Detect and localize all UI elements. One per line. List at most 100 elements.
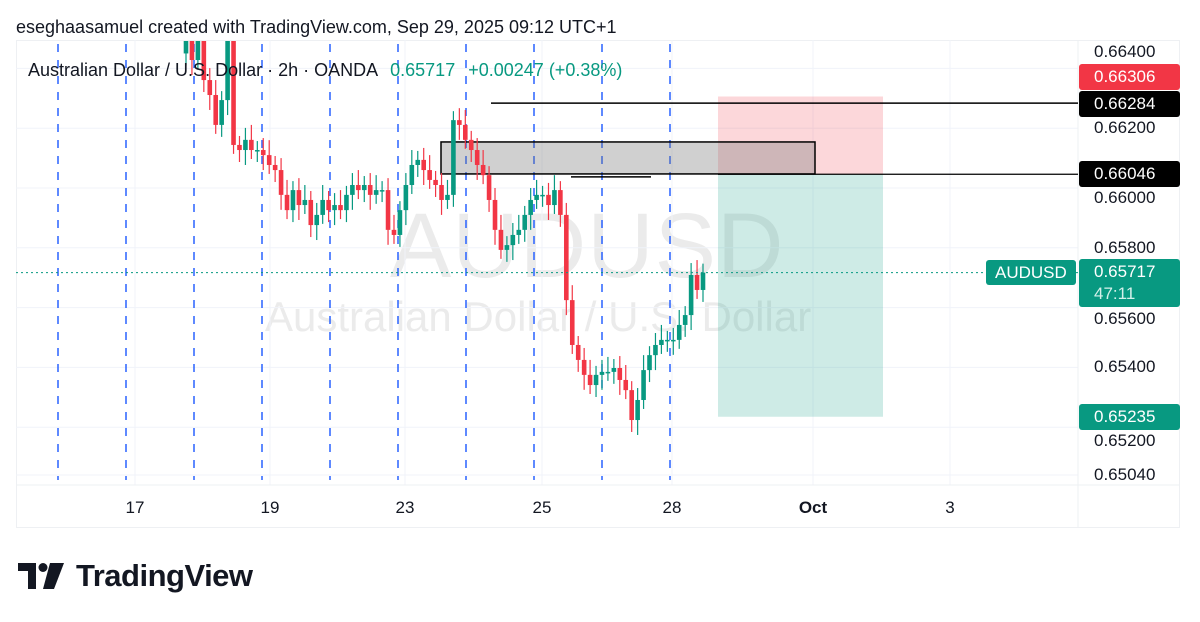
- candle-body: [391, 229, 397, 235]
- candle-body: [480, 164, 486, 176]
- session-breaks: [57, 44, 671, 480]
- candle-body: [605, 371, 611, 374]
- candle: [439, 173, 444, 215]
- candle-body: [599, 371, 605, 375]
- candle: [474, 138, 480, 180]
- candle: [492, 188, 498, 245]
- candle: [534, 179, 539, 209]
- candle: [659, 324, 664, 354]
- candle-body: [653, 344, 658, 356]
- time-tick: 28: [662, 498, 682, 517]
- candle: [629, 381, 634, 432]
- candle: [219, 91, 224, 137]
- candle-body: [272, 164, 278, 171]
- candle-body: [617, 367, 623, 380]
- watermark-ticker: AUDUSD: [390, 195, 785, 297]
- candle: [379, 181, 385, 203]
- candle: [510, 222, 516, 261]
- candle-body: [635, 399, 640, 421]
- candle: [676, 309, 682, 349]
- candle: [575, 336, 581, 372]
- candle: [260, 138, 266, 171]
- candle-body: [189, 41, 195, 61]
- candle: [195, 41, 201, 69]
- candle-body: [694, 275, 700, 290]
- candle: [243, 127, 248, 165]
- candle: [653, 333, 658, 371]
- candle-body: [445, 194, 450, 200]
- price-tick: 0.65800: [1094, 237, 1156, 257]
- watermark-name: Australian Dollar / U.S. Dollar: [265, 293, 812, 340]
- candle-body: [379, 190, 385, 192]
- candle-body: [575, 344, 581, 360]
- candle-body: [540, 194, 545, 197]
- candle: [397, 201, 403, 247]
- candle-body: [385, 190, 391, 230]
- candle-body: [243, 139, 248, 151]
- candle-body: [546, 194, 551, 206]
- candle-body: [195, 41, 201, 61]
- candle-body: [688, 275, 694, 316]
- candle: [516, 214, 522, 244]
- candle: [314, 202, 320, 241]
- supply-zone-rectangle[interactable]: [440, 141, 816, 175]
- candle: [670, 327, 676, 355]
- candle: [332, 193, 337, 226]
- candle-body: [421, 159, 427, 171]
- candle-body: [290, 190, 296, 211]
- candle-body: [510, 234, 516, 246]
- candle: [552, 175, 557, 215]
- candle-body: [474, 150, 480, 165]
- candle-body: [373, 190, 379, 195]
- candle-body: [225, 41, 230, 101]
- candle-body: [308, 199, 314, 226]
- candle-body: [522, 214, 528, 230]
- candle-body: [462, 124, 468, 140]
- candle: [700, 263, 706, 302]
- current-price-label: 0.65717 47:11: [1079, 259, 1180, 307]
- price-tick: 0.66200: [1094, 118, 1156, 138]
- candle: [599, 359, 605, 390]
- candle: [338, 190, 343, 220]
- candle: [569, 285, 575, 354]
- candle: [373, 175, 379, 204]
- brand-name: TradingView: [76, 558, 253, 593]
- candle: [201, 41, 207, 93]
- candle-body: [278, 170, 284, 195]
- candle: [593, 365, 599, 398]
- candle-body: [326, 199, 331, 211]
- legend-change: +0.00247 (+0.38%): [468, 60, 623, 80]
- short-position-reward-zone[interactable]: [718, 174, 883, 417]
- candle: [665, 330, 670, 352]
- candle-body: [676, 324, 682, 340]
- candle: [237, 135, 242, 162]
- candle-body: [201, 41, 207, 81]
- legend-last: 0.65717: [390, 60, 456, 80]
- candle: [183, 41, 189, 66]
- candle-body: [361, 185, 367, 191]
- candle-body: [552, 190, 557, 206]
- candle-body: [338, 205, 343, 211]
- candle-body: [314, 214, 320, 226]
- short-position-risk-zone[interactable]: [718, 96, 883, 175]
- price-tick: 0.65600: [1094, 308, 1156, 328]
- candle: [403, 173, 409, 226]
- candle: [391, 214, 397, 244]
- candle: [385, 178, 391, 245]
- candle: [189, 41, 195, 75]
- candle-body: [558, 190, 563, 215]
- candle: [278, 158, 284, 210]
- candle-body: [629, 390, 634, 421]
- candle-body: [213, 95, 219, 125]
- candle-body: [587, 374, 593, 386]
- candle-body: [344, 194, 349, 211]
- candle: [415, 150, 421, 177]
- time-tick: 3: [945, 498, 955, 517]
- candle: [213, 80, 219, 134]
- candle: [433, 170, 438, 197]
- time-tick: Oct: [798, 498, 828, 517]
- time-tick: 19: [260, 498, 280, 517]
- candle: [641, 355, 646, 409]
- tradingview-logo[interactable]: TradingView: [18, 558, 253, 594]
